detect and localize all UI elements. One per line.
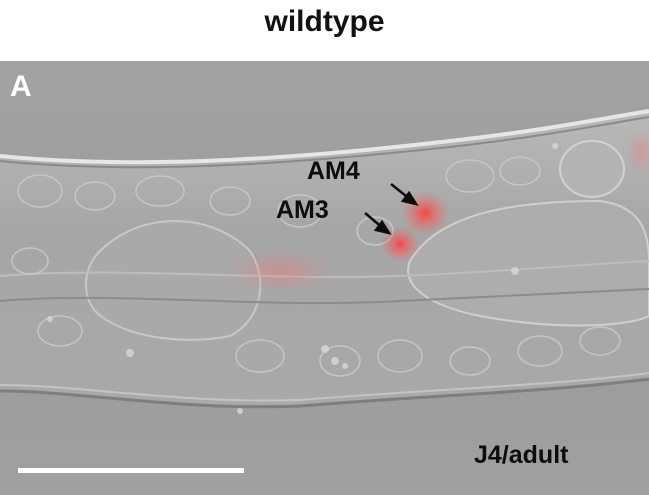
am3-fluorescence [380, 226, 420, 262]
arrow-am3 [364, 212, 392, 235]
figure-title: wildtype [264, 5, 385, 38]
scale-bar [18, 468, 244, 473]
left-lobe [84, 220, 262, 341]
cuticle-top [0, 109, 649, 165]
dic-micrograph [0, 61, 649, 495]
stage-label: J4/adult [474, 441, 569, 469]
label-am4: AM4 [307, 157, 360, 185]
round-cell [559, 140, 625, 198]
arrow-am4 [390, 183, 419, 206]
gland-lobe [407, 199, 649, 327]
worm-body-image [0, 61, 649, 495]
panel-letter: A [10, 70, 32, 103]
cell-nuclei [11, 156, 621, 377]
cuticle-bottom [0, 377, 649, 409]
label-am3: AM3 [276, 196, 329, 224]
